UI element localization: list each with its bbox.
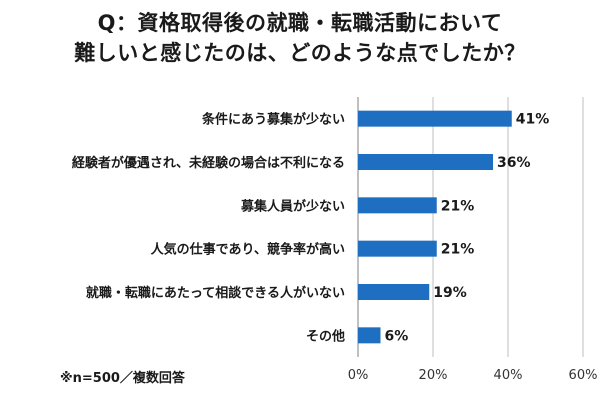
category-label-4: 就職・転職にあたって相談できる人がいない xyxy=(86,285,345,301)
x-tick-label-0: 0% xyxy=(348,368,369,383)
category-label-0: 条件にあう募集が少ない xyxy=(202,112,345,128)
bar-0 xyxy=(358,110,512,127)
x-tick-label-3: 60% xyxy=(569,368,598,383)
bar-5 xyxy=(358,327,381,344)
value-label-2: 21% xyxy=(441,198,475,214)
sample-note: ※n=500／複数回答 xyxy=(60,371,185,386)
bar-4 xyxy=(358,284,430,300)
bar-1 xyxy=(358,154,493,170)
value-label-5: 6% xyxy=(385,328,409,344)
x-tick-label-1: 20% xyxy=(419,368,448,383)
chart-title-line-2: 難しいと感じたのは、どのような点でしたか？ xyxy=(74,41,526,65)
category-label-1: 経験者が優遇され、未経験の場合は不利になる xyxy=(72,155,345,171)
value-label-1: 36% xyxy=(497,155,531,171)
category-label-2: 募集人員が少ない xyxy=(240,198,345,214)
x-tick-label-2: 40% xyxy=(494,368,523,383)
value-label-3: 21% xyxy=(441,242,475,258)
category-label-3: 人気の仕事であり、競争率が高い xyxy=(151,242,345,258)
value-label-4: 19% xyxy=(433,285,467,301)
value-label-0: 41% xyxy=(516,112,550,128)
bar-3 xyxy=(358,240,437,257)
category-label-5: その他 xyxy=(306,328,345,344)
bar-2 xyxy=(358,197,437,214)
chart-title-line-1: Q：資格取得後の就職・転職活動において xyxy=(97,11,503,35)
